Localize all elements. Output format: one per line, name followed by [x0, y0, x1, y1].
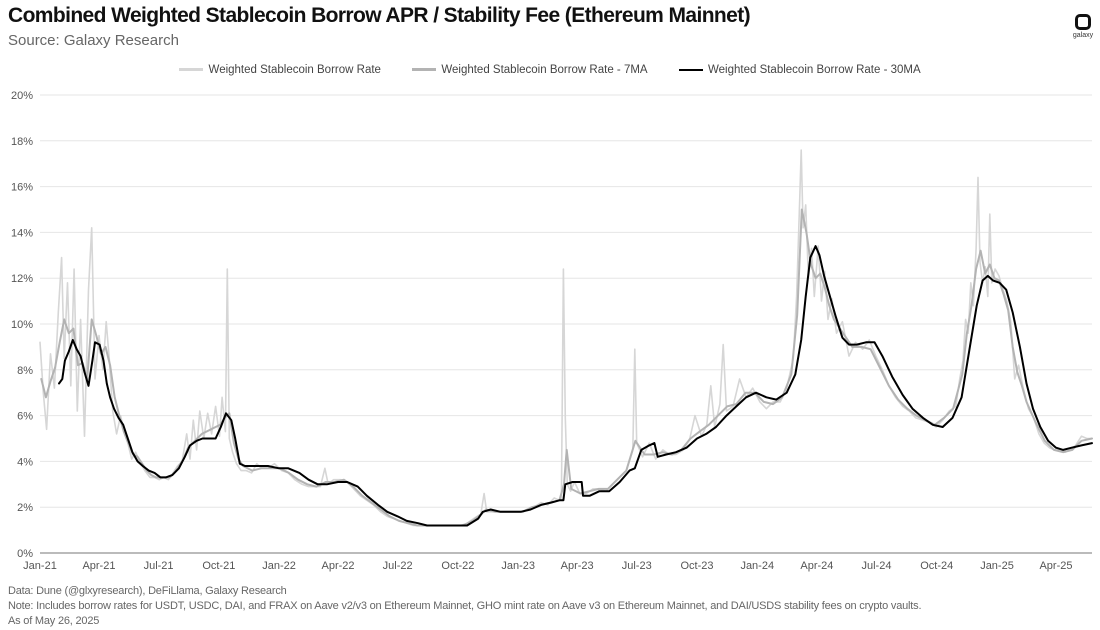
legend-swatch-30ma	[678, 68, 703, 71]
x-tick-label: Oct-24	[920, 560, 953, 572]
x-tick-label: Oct-21	[202, 560, 235, 572]
chart-title: Combined Weighted Stablecoin Borrow APR …	[8, 4, 751, 27]
legend-label-7ma: Weighted Stablecoin Borrow Rate - 7MA	[441, 64, 648, 76]
footer-note: Note: Includes borrow rates for USDT, US…	[8, 600, 922, 612]
legend-item-daily: Weighted Stablecoin Borrow Rate	[179, 64, 381, 76]
y-tick-label: 14%	[11, 227, 33, 239]
y-tick-label: 0%	[17, 548, 33, 560]
logo-ring-icon	[1075, 14, 1091, 30]
series-layer	[39, 149, 1093, 527]
x-tick-label: Jan-21	[23, 560, 57, 572]
x-tick-label: Jan-22	[262, 560, 296, 572]
galaxy-logo: galaxy	[1068, 14, 1098, 39]
x-tick-label: Apr-22	[322, 560, 355, 572]
y-tick-label: 12%	[11, 273, 33, 285]
legend-swatch-7ma	[412, 68, 437, 72]
y-tick-label: 8%	[17, 365, 33, 377]
x-tick-label: Apr-23	[561, 560, 594, 572]
chart-subtitle: Source: Galaxy Research	[8, 32, 179, 49]
x-tick-label: Apr-21	[82, 560, 115, 572]
legend-label-30ma: Weighted Stablecoin Borrow Rate - 30MA	[708, 64, 921, 76]
legend-item-30ma: Weighted Stablecoin Borrow Rate - 30MA	[678, 64, 921, 76]
legend-label-daily: Weighted Stablecoin Borrow Rate	[208, 64, 381, 76]
x-tick-label: Oct-22	[441, 560, 474, 572]
y-tick-label: 6%	[17, 411, 33, 423]
legend-swatch-daily	[179, 68, 204, 72]
series-line-30ma	[58, 245, 1093, 527]
y-tick-label: 16%	[11, 182, 33, 194]
x-tick-label: Jul-24	[862, 560, 892, 572]
footer-data-source: Data: Dune (@glxyresearch), DeFiLlama, G…	[8, 585, 287, 597]
y-tick-label: 10%	[11, 319, 33, 331]
y-tick-label: 2%	[17, 502, 33, 514]
footer-as-of: As of May 26, 2025	[8, 615, 100, 627]
logo-wordmark: galaxy	[1072, 32, 1094, 39]
x-tick-label: Jan-24	[740, 560, 774, 572]
x-tick-label: Apr-24	[800, 560, 833, 572]
x-tick-label: Jan-23	[501, 560, 535, 572]
y-tick-label: 20%	[11, 90, 33, 102]
x-tick-label: Apr-25	[1039, 560, 1072, 572]
x-tick-label: Jul-23	[622, 560, 652, 572]
x-tick-label: Jul-22	[383, 560, 413, 572]
x-tick-label: Jan-25	[980, 560, 1014, 572]
y-tick-label: 18%	[11, 136, 33, 148]
axis-layer: 0% 2% 4% 6% 8% 10% 12% 14% 16% 18% 20% Jan-21 Apr-21…	[11, 90, 1092, 572]
x-tick-label: Oct-23	[681, 560, 714, 572]
y-tick-label: 4%	[17, 456, 33, 468]
x-tick-label: Jul-21	[144, 560, 174, 572]
legend-item-7ma: Weighted Stablecoin Borrow Rate - 7MA	[412, 64, 648, 76]
chart-legend: Weighted Stablecoin Borrow Rate Weighted…	[0, 64, 1100, 76]
